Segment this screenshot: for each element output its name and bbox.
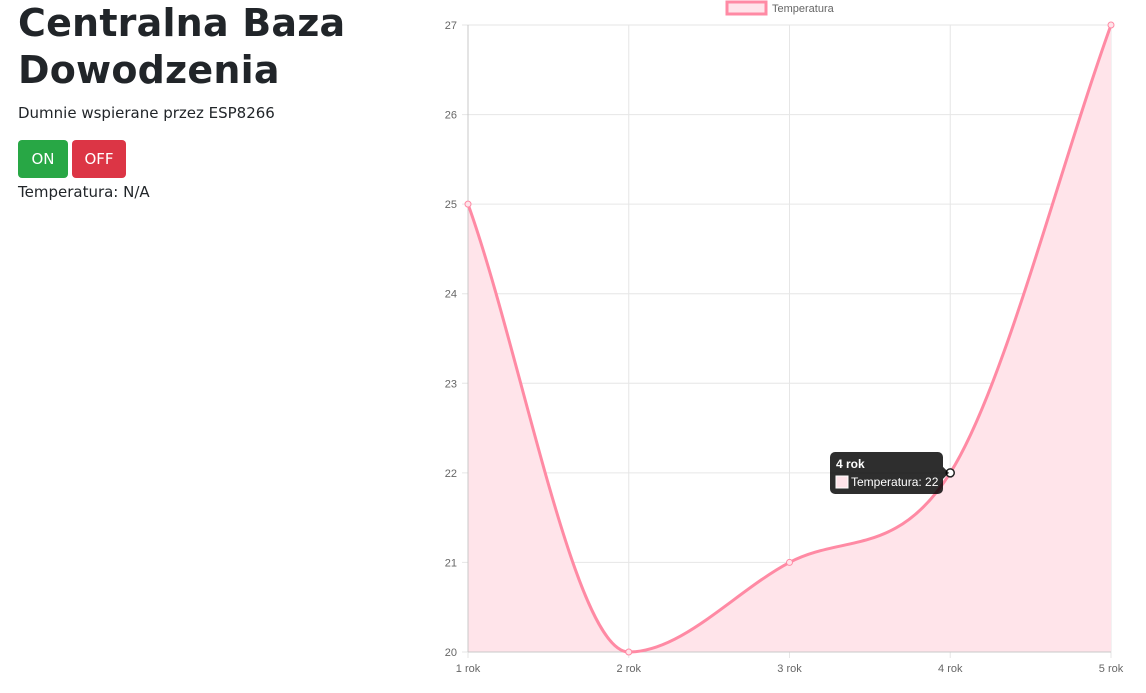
button-row: ON OFF [18,140,418,178]
data-point[interactable] [464,200,472,208]
data-point[interactable] [625,648,633,656]
y-tick-label: 23 [445,378,457,390]
data-point[interactable] [1107,21,1115,29]
legend-swatch-temperatura[interactable] [725,0,768,16]
on-button[interactable]: ON [18,140,68,178]
x-tick-label: 2 rok [617,663,642,675]
data-point[interactable] [786,558,793,566]
x-tick-label: 3 rok [777,663,802,675]
tooltip-caret [943,466,949,479]
x-tick-label: 5 rok [1099,663,1124,675]
tooltip-swatch [835,475,849,489]
page-subtitle: Dumnie wspierane przez ESP8266 [18,104,275,122]
y-tick-label: 22 [445,468,457,480]
x-tick-label: 4 rok [938,663,963,675]
temperature-readout: Temperatura: N/A [18,183,150,201]
x-tick-label: 1 rok [456,663,481,675]
legend-label-temperatura[interactable]: Temperatura [772,3,835,15]
y-tick-label: 27 [445,20,457,32]
y-tick-label: 26 [445,110,457,122]
y-tick-label: 21 [445,557,457,569]
page-title: Centralna Baza Dowodzenia [18,1,346,92]
off-button[interactable]: OFF [72,140,126,178]
tooltip-box [830,452,943,494]
y-tick-label: 20 [445,647,457,659]
y-tick-label: 25 [445,199,457,211]
left-panel: Centralna Baza Dowodzenia Dumnie wspiera… [18,0,418,202]
y-tick-label: 24 [445,289,457,301]
tooltip-title: 4 rok [836,457,865,471]
series-area-temperatura [468,25,1111,652]
tooltip-body: Temperatura: 22 [851,475,939,489]
